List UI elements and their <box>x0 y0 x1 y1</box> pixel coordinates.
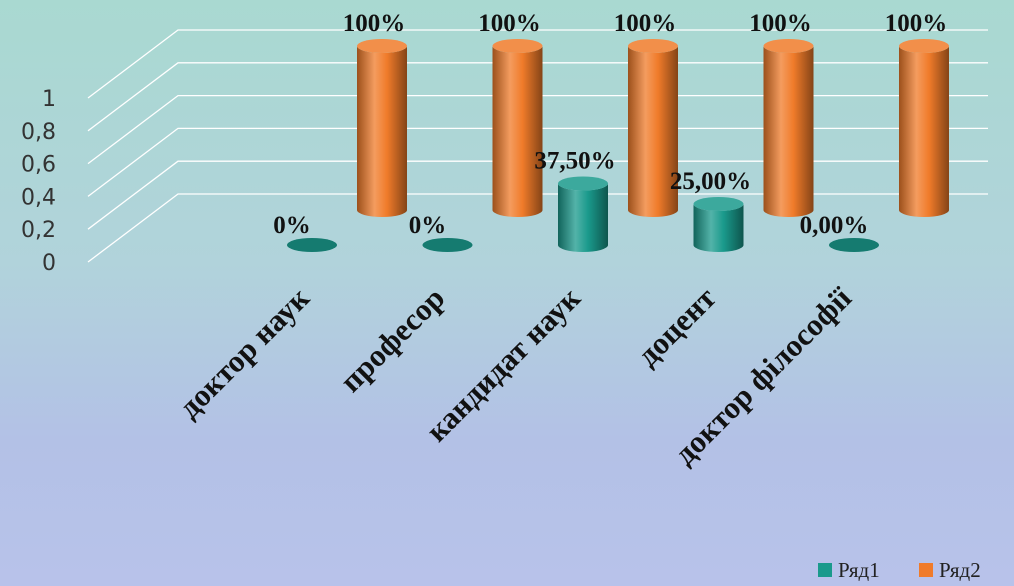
bar-base <box>287 238 337 252</box>
bar-top <box>628 39 678 53</box>
y-tick-label: 1 <box>42 87 56 112</box>
bar-top <box>492 39 543 53</box>
gridline <box>87 29 988 99</box>
gridline <box>87 193 988 263</box>
bar-top <box>693 197 744 211</box>
legend-swatch <box>818 563 832 577</box>
data-label: 100% <box>478 10 541 37</box>
legend: Ряд1 Ряд2 <box>818 558 981 582</box>
bar-2-0 <box>357 39 407 217</box>
y-tick-label: 0,8 <box>21 120 56 145</box>
category-label: доцент <box>630 280 723 373</box>
data-label: 100% <box>343 10 406 37</box>
data-label: 100% <box>885 10 948 37</box>
gridline <box>87 127 988 197</box>
data-label: 100% <box>749 10 812 37</box>
y-tick-label: 0,2 <box>21 218 56 243</box>
bar-top <box>558 176 608 191</box>
legend-swatch <box>919 563 933 577</box>
legend-label: Ряд1 <box>838 558 880 582</box>
bar-2-2 <box>628 39 678 217</box>
bar-1-3 <box>693 197 744 252</box>
data-labels: 100% 100% 100% 100% 100% 0% 0% 37,50% 25,00% 0,00… <box>273 10 947 239</box>
category-label: доктор наук <box>171 280 316 425</box>
bar-body <box>357 46 407 217</box>
gridline <box>87 94 988 165</box>
data-label: 0% <box>409 212 447 239</box>
y-tick-label: 0,6 <box>21 153 56 178</box>
bar-2-4 <box>899 39 949 217</box>
bars <box>287 39 949 252</box>
gridlines <box>87 29 988 263</box>
bar-1-1 <box>422 238 473 252</box>
bar-top <box>763 39 814 53</box>
bar-top <box>899 39 949 53</box>
bar-top <box>357 39 407 53</box>
gridline <box>87 62 988 132</box>
bar-body <box>558 183 608 252</box>
bar-base <box>829 238 879 252</box>
data-label: 100% <box>614 10 677 37</box>
y-tick-label: 0 <box>42 251 56 276</box>
y-axis: 0 0,2 0,4 0,6 0,8 1 <box>21 87 56 276</box>
bar-2-3 <box>763 39 814 218</box>
y-tick-label: 0,4 <box>21 185 56 210</box>
data-label: 37,50% <box>534 148 615 175</box>
bar-base <box>422 238 473 252</box>
bar-1-0 <box>287 238 337 252</box>
data-label: 0% <box>273 212 311 239</box>
bar-body <box>693 204 744 252</box>
bar-body <box>763 46 814 218</box>
bar-body <box>899 46 949 217</box>
gridline <box>87 160 988 230</box>
bar-body <box>628 46 678 217</box>
data-label: 0,00% <box>800 212 869 239</box>
bar-body <box>492 46 543 218</box>
bar-2-1 <box>492 39 543 218</box>
data-label: 25,00% <box>670 168 751 195</box>
bar-1-2 <box>558 176 608 252</box>
category-label: професор <box>333 280 452 399</box>
bar-1-4 <box>829 238 879 252</box>
legend-label: Ряд2 <box>939 558 981 582</box>
